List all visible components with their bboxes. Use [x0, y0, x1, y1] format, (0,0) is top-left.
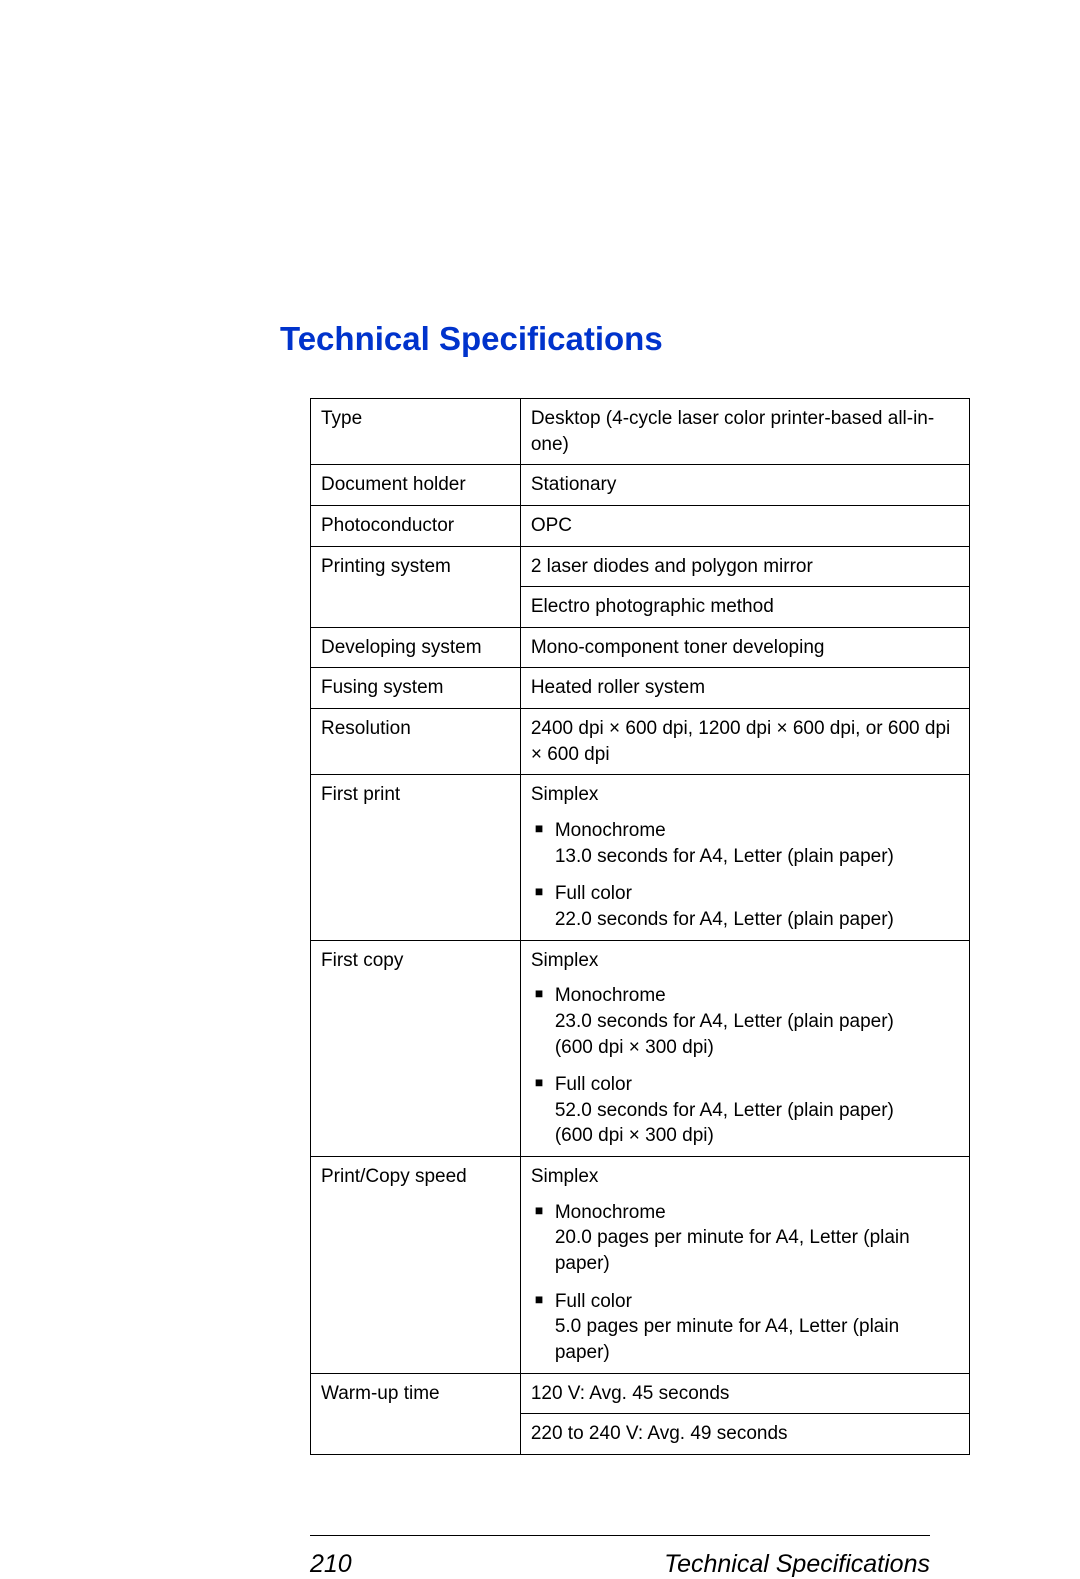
spec-value: Simplex Monochrome 13.0 seconds for A4, …: [520, 775, 969, 940]
bullet-heading: Full color: [531, 1072, 959, 1098]
bullet-heading: Monochrome: [531, 983, 959, 1009]
spec-label: Warm-up time: [311, 1373, 521, 1454]
page-content: Technical Specifications Type Desktop (4…: [0, 0, 1080, 1579]
spec-value: Stationary: [520, 465, 969, 506]
spec-label: Print/Copy speed: [311, 1157, 521, 1373]
table-row: Printing system 2 laser diodes and polyg…: [311, 546, 970, 587]
bullet-heading: Monochrome: [531, 818, 959, 844]
bullet-heading: Full color: [531, 1289, 959, 1315]
table-row: First copy Simplex Monochrome 23.0 secon…: [311, 940, 970, 1156]
spec-label: Printing system: [311, 546, 521, 627]
spec-label: Photoconductor: [311, 505, 521, 546]
bullet-heading: Full color: [531, 881, 959, 907]
spec-label: Document holder: [311, 465, 521, 506]
spec-value: Simplex Monochrome 23.0 seconds for A4, …: [520, 940, 969, 1156]
spec-value: Mono-component toner developing: [520, 627, 969, 668]
section-heading: Technical Specifications: [280, 320, 895, 358]
spec-label: First print: [311, 775, 521, 940]
spec-label: Resolution: [311, 709, 521, 775]
spec-label: Type: [311, 399, 521, 465]
page-number: 210: [310, 1550, 352, 1579]
spec-value: Electro photographic method: [520, 587, 969, 628]
spec-value: 220 to 240 V: Avg. 49 seconds: [520, 1414, 969, 1455]
bullet-detail: 5.0 pages per minute for A4, Letter (pla…: [531, 1314, 959, 1365]
bullet-detail: 23.0 seconds for A4, Letter (plain paper…: [531, 1009, 959, 1035]
spec-table: Type Desktop (4-cycle laser color printe…: [310, 398, 970, 1455]
bullet-detail: (600 dpi × 300 dpi): [531, 1035, 959, 1061]
table-row: Fusing system Heated roller system: [311, 668, 970, 709]
table-row: Type Desktop (4-cycle laser color printe…: [311, 399, 970, 465]
spec-value: Desktop (4-cycle laser color printer-bas…: [520, 399, 969, 465]
table-row: Warm-up time 120 V: Avg. 45 seconds: [311, 1373, 970, 1414]
simplex-label: Simplex: [531, 782, 959, 808]
spec-value: 2400 dpi × 600 dpi, 1200 dpi × 600 dpi, …: [520, 709, 969, 775]
spec-value: OPC: [520, 505, 969, 546]
bullet-detail: (600 dpi × 300 dpi): [531, 1123, 959, 1149]
bullet-detail: 13.0 seconds for A4, Letter (plain paper…: [531, 844, 959, 870]
bullet-detail: 22.0 seconds for A4, Letter (plain paper…: [531, 907, 959, 933]
simplex-label: Simplex: [531, 1164, 959, 1190]
spec-label: Fusing system: [311, 668, 521, 709]
table-row: Developing system Mono-component toner d…: [311, 627, 970, 668]
simplex-label: Simplex: [531, 948, 959, 974]
table-row: Document holder Stationary: [311, 465, 970, 506]
spec-value: Simplex Monochrome 20.0 pages per minute…: [520, 1157, 969, 1373]
footer-rule: [310, 1535, 930, 1536]
table-row: First print Simplex Monochrome 13.0 seco…: [311, 775, 970, 940]
bullet-detail: 52.0 seconds for A4, Letter (plain paper…: [531, 1098, 959, 1124]
page-footer: 210 Technical Specifications: [310, 1550, 930, 1579]
spec-label: Developing system: [311, 627, 521, 668]
table-row: Resolution 2400 dpi × 600 dpi, 1200 dpi …: [311, 709, 970, 775]
bullet-heading: Monochrome: [531, 1200, 959, 1226]
bullet-detail: 20.0 pages per minute for A4, Letter (pl…: [531, 1225, 959, 1276]
spec-value: 2 laser diodes and polygon mirror: [520, 546, 969, 587]
spec-value: 120 V: Avg. 45 seconds: [520, 1373, 969, 1414]
footer-title: Technical Specifications: [664, 1550, 930, 1579]
spec-label: First copy: [311, 940, 521, 1156]
table-row: Print/Copy speed Simplex Monochrome 20.0…: [311, 1157, 970, 1373]
spec-value: Heated roller system: [520, 668, 969, 709]
table-row: Photoconductor OPC: [311, 505, 970, 546]
